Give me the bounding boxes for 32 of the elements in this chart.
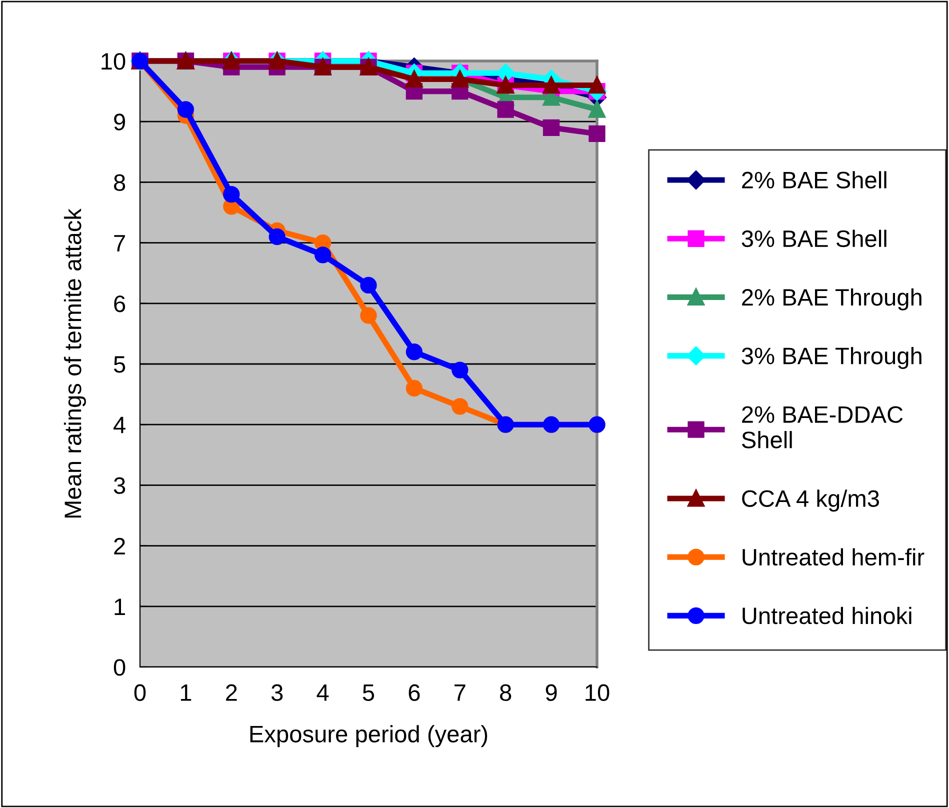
- x-tick-label: 1: [180, 684, 192, 701]
- x-tick-label: 2: [226, 684, 237, 701]
- x-tick-label: 0: [134, 684, 146, 702]
- x-tick-label: 9: [546, 684, 557, 702]
- legend-label: 2% BAE Through: [742, 288, 922, 310]
- legend-label: Untreated hem-fir: [742, 548, 924, 566]
- y-tick-label: 6: [114, 295, 126, 312]
- y-tick-label: 0: [114, 659, 126, 676]
- legend-label: Untreated hinoki: [742, 606, 912, 624]
- x-tick-label: 3: [271, 684, 283, 702]
- x-tick-label: 8: [500, 684, 512, 702]
- y-tick-label: 9: [114, 114, 125, 130]
- x-axis-title: Exposure period (year): [250, 725, 488, 748]
- x-tick-label: 10: [586, 684, 610, 702]
- y-tick-label: 5: [114, 356, 126, 373]
- y-axis-title: Mean ratings of termite attack: [64, 208, 86, 518]
- legend-label: CCA 4 kg/m3: [742, 490, 879, 512]
- legend-label: 3% BAE Shell: [742, 230, 886, 248]
- y-tick-label: 10: [102, 53, 126, 70]
- legend-label: 2% BAE-DDAC Shell: [742, 406, 903, 448]
- x-tick-label: 6: [408, 684, 420, 702]
- y-tick-label: 1: [114, 598, 125, 615]
- x-tick-label: 5: [362, 684, 374, 702]
- y-tick-label: 4: [114, 416, 126, 434]
- x-tick-label: 4: [316, 684, 329, 701]
- y-tick-label: 8: [114, 174, 126, 191]
- legend-label: 3% BAE Through: [742, 346, 922, 369]
- x-tick-label: 7: [454, 684, 466, 701]
- y-tick-label: 2: [114, 538, 125, 554]
- y-tick-label: 3: [114, 477, 126, 494]
- legend-label: 2% BAE Shell: [742, 171, 886, 188]
- y-tick-label: 7: [114, 235, 125, 252]
